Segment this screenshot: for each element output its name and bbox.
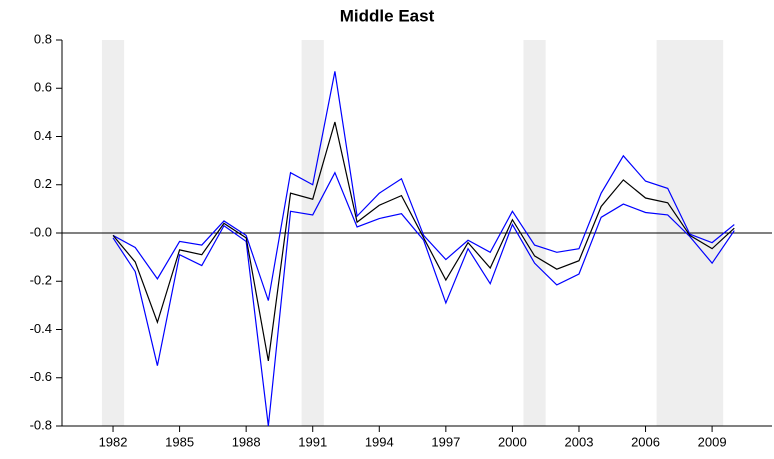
x-tick-label: 2003 [565, 434, 594, 449]
x-tick-label: 1988 [232, 434, 261, 449]
x-tick-label: 1997 [431, 434, 460, 449]
y-tick-label: 0.8 [34, 31, 52, 46]
series-line [112, 71, 735, 301]
y-tick-label: 0.6 [34, 80, 52, 95]
x-tick-label: 1985 [165, 434, 194, 449]
y-tick-label: -0.6 [30, 369, 52, 384]
chart-title: Middle East [340, 6, 435, 25]
y-tick-label: -0.4 [30, 321, 52, 336]
x-tick-label: 1991 [298, 434, 327, 449]
x-tick-label: 1994 [365, 434, 394, 449]
y-tick-label: -0.8 [30, 417, 52, 432]
y-tick-label: -0.2 [30, 273, 52, 288]
x-tick-label: 1982 [99, 434, 128, 449]
x-tick-label: 2009 [698, 434, 727, 449]
y-tick-label: 0.2 [34, 176, 52, 191]
y-tick-label: 0.4 [34, 128, 52, 143]
x-tick-label: 2000 [498, 434, 527, 449]
x-tick-label: 2006 [631, 434, 660, 449]
y-tick-label: -0.0 [30, 224, 52, 239]
series-line [112, 121, 735, 361]
series-line [112, 171, 735, 427]
